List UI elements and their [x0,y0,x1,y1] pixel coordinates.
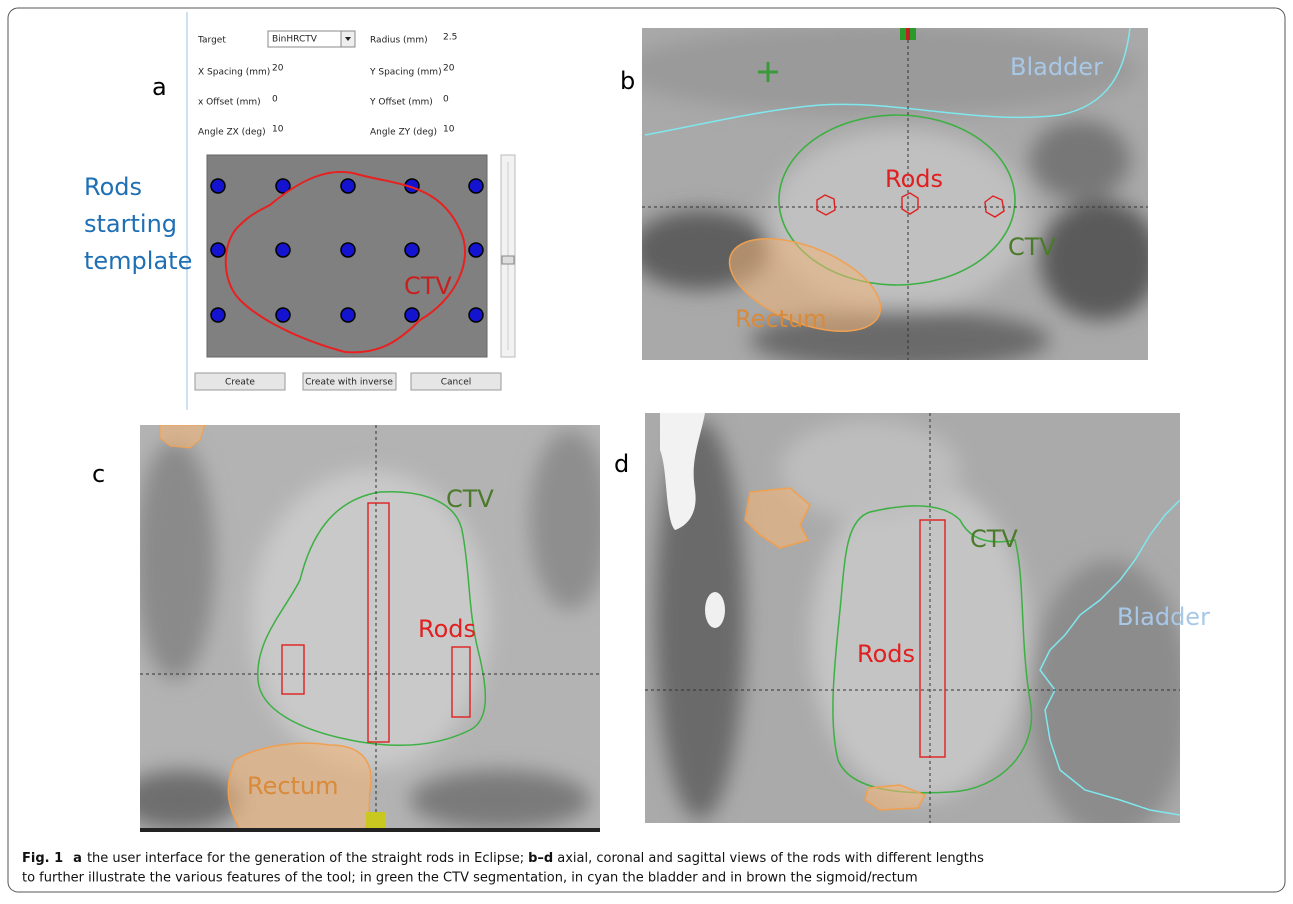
field-label: Radius (mm) [370,36,428,46]
bar [140,828,600,832]
sagittal-image [645,413,1190,840]
slider-thumb[interactable] [502,256,514,264]
annotation: template [84,247,192,275]
caption-part: b–d [528,851,553,866]
ctv-label: CTV [1008,233,1056,261]
ctv-label: CTV [404,272,452,300]
caption-text: axial, coronal and sagittal views of the… [557,851,984,866]
rod-dot [341,243,355,257]
button-label[interactable]: Create [225,378,255,388]
marker [906,28,910,40]
rod-dot [469,179,483,193]
field-value[interactable]: 20 [272,64,284,74]
field-value[interactable]: 20 [443,64,455,74]
field-label: X Spacing (mm) [198,68,270,78]
rods-label: Rods [885,165,943,193]
field-value[interactable]: 0 [272,95,278,105]
field-label: Y Offset (mm) [369,98,433,108]
field-value[interactable]: 10 [443,125,455,135]
rod-dot [276,243,290,257]
rods-label: Rods [857,640,915,668]
annotation: starting [84,210,177,238]
bladder-label: Bladder [1117,603,1210,631]
field-value[interactable]: 2.5 [443,33,457,43]
form: Target BinHRCTV Radius (mm) 2.5 X Spacin… [197,31,457,138]
button-label[interactable]: Cancel [441,378,472,388]
panel-label: b [620,67,635,95]
bright-structure [705,592,725,628]
field-value[interactable]: 0 [443,95,449,105]
caption-part: a [73,851,82,866]
caption-line: Fig. 1 a the user interface for the genera… [22,851,984,866]
button-label[interactable]: Create with inverse [305,378,393,388]
caption-figure: Fig. 1 [22,851,63,866]
field-label: Target [197,36,226,46]
rod-dot [341,179,355,193]
caption-text: the user interface for the generation of… [87,851,524,866]
field-label: x Offset (mm) [198,98,261,108]
rectum-label: Rectum [735,305,827,333]
rod-dot [211,308,225,322]
rod-dot [211,179,225,193]
caption-line: to further illustrate the various featur… [22,871,918,886]
field-value: BinHRCTV [272,35,318,45]
bladder-label: Bladder [1010,53,1103,81]
field-label: Angle ZY (deg) [370,128,437,138]
ctv-label: CTV [446,485,494,513]
panel-label: d [614,450,629,478]
figure: a Target BinHRCTV Radius (mm) 2.5 X Spac… [0,0,1293,900]
coronal-image [120,425,610,830]
field-label: Angle ZX (deg) [198,128,266,138]
field-label: Y Spacing (mm) [369,68,442,78]
rod-dot [211,243,225,257]
rod-dot [405,308,419,322]
rod-dot [341,308,355,322]
marker [366,812,386,830]
rods-label: Rods [418,615,476,643]
annotation: Rods [84,173,142,201]
rod-dot [469,243,483,257]
field-value[interactable]: 10 [272,125,284,135]
rectum-label: Rectum [247,772,339,800]
rod-dot [405,243,419,257]
page: a Target BinHRCTV Radius (mm) 2.5 X Spac… [0,0,1293,900]
rod-dot [276,308,290,322]
rod-dot [469,308,483,322]
ctv-label: CTV [970,525,1018,553]
panel-label: c [92,460,105,488]
panel-label: a [152,73,167,101]
